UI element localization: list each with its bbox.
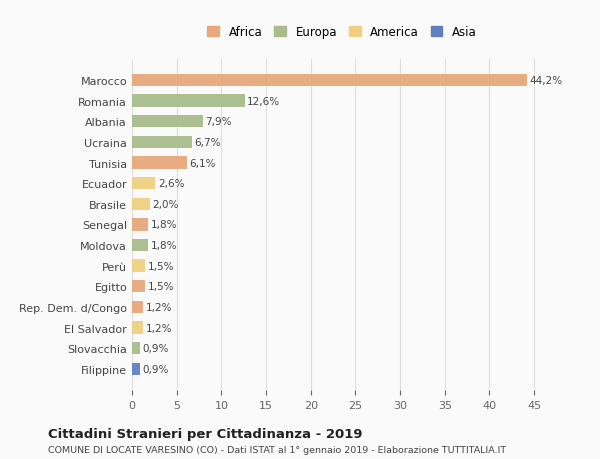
Text: 7,9%: 7,9%: [205, 117, 232, 127]
Text: 6,1%: 6,1%: [189, 158, 215, 168]
Text: 1,8%: 1,8%: [151, 241, 177, 251]
Text: COMUNE DI LOCATE VARESINO (CO) - Dati ISTAT al 1° gennaio 2019 - Elaborazione TU: COMUNE DI LOCATE VARESINO (CO) - Dati IS…: [48, 445, 506, 454]
Text: 1,2%: 1,2%: [145, 323, 172, 333]
Text: 2,0%: 2,0%: [152, 199, 179, 209]
Text: 1,8%: 1,8%: [151, 220, 177, 230]
Bar: [132, 116, 203, 128]
Text: 2,6%: 2,6%: [158, 179, 184, 189]
Bar: [132, 363, 140, 375]
Bar: [132, 157, 187, 169]
Bar: [132, 260, 145, 272]
Text: 1,2%: 1,2%: [145, 302, 172, 312]
Bar: [132, 178, 155, 190]
Text: 12,6%: 12,6%: [247, 96, 280, 106]
Bar: [132, 280, 145, 293]
Bar: [132, 322, 143, 334]
Text: 0,9%: 0,9%: [143, 343, 169, 353]
Bar: [132, 239, 148, 252]
Text: 1,5%: 1,5%: [148, 282, 175, 291]
Bar: [132, 342, 140, 354]
Bar: [132, 75, 527, 87]
Bar: [132, 136, 192, 149]
Text: Cittadini Stranieri per Cittadinanza - 2019: Cittadini Stranieri per Cittadinanza - 2…: [48, 427, 362, 440]
Legend: Africa, Europa, America, Asia: Africa, Europa, America, Asia: [204, 22, 480, 43]
Text: 1,5%: 1,5%: [148, 261, 175, 271]
Bar: [132, 301, 143, 313]
Bar: [132, 95, 245, 107]
Text: 6,7%: 6,7%: [194, 138, 221, 148]
Bar: [132, 219, 148, 231]
Bar: [132, 198, 150, 211]
Text: 0,9%: 0,9%: [143, 364, 169, 374]
Text: 44,2%: 44,2%: [530, 76, 563, 86]
